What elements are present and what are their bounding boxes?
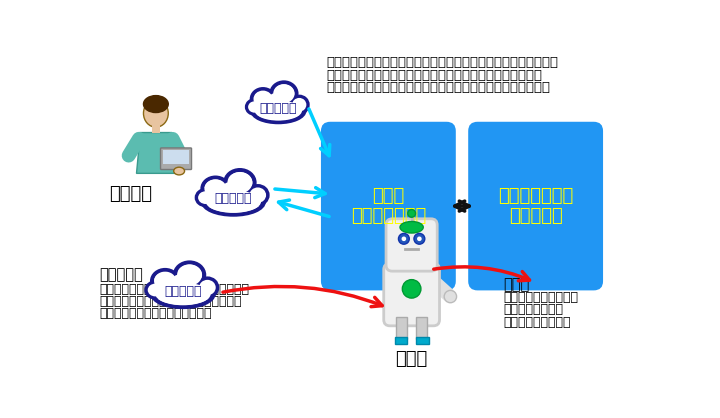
Circle shape: [408, 209, 415, 217]
Circle shape: [402, 280, 421, 298]
Ellipse shape: [400, 222, 423, 233]
Ellipse shape: [153, 281, 214, 307]
Ellipse shape: [197, 190, 215, 205]
Ellipse shape: [206, 190, 261, 213]
FancyBboxPatch shape: [321, 122, 456, 291]
Text: 予約サイト: 予約サイト: [260, 102, 297, 115]
Ellipse shape: [250, 187, 266, 203]
Ellipse shape: [146, 283, 164, 298]
Bar: [152, 125, 160, 133]
Text: などの作業も自動化: などの作業も自動化: [503, 316, 570, 329]
FancyArrowPatch shape: [129, 139, 139, 155]
Ellipse shape: [198, 191, 213, 204]
Text: サイト
コントローラー: サイト コントローラー: [351, 187, 426, 225]
Ellipse shape: [253, 91, 272, 107]
Ellipse shape: [148, 284, 163, 296]
Circle shape: [417, 237, 422, 241]
FancyBboxPatch shape: [384, 263, 439, 326]
Ellipse shape: [174, 167, 184, 175]
Ellipse shape: [154, 272, 176, 291]
Ellipse shape: [255, 100, 302, 121]
Ellipse shape: [252, 99, 305, 122]
Ellipse shape: [225, 170, 255, 195]
Ellipse shape: [291, 97, 307, 113]
Ellipse shape: [247, 100, 262, 114]
Ellipse shape: [266, 92, 287, 109]
Ellipse shape: [203, 189, 264, 214]
Ellipse shape: [202, 178, 228, 200]
Ellipse shape: [175, 263, 204, 288]
Ellipse shape: [221, 181, 242, 199]
Ellipse shape: [152, 270, 178, 292]
Text: ＲＰＡ: ＲＰＡ: [395, 350, 428, 368]
Ellipse shape: [248, 101, 261, 113]
Ellipse shape: [292, 98, 307, 112]
Ellipse shape: [177, 264, 202, 285]
Ellipse shape: [248, 186, 268, 204]
Text: 最新の予約情報を抽出しホテルシステムへ: 最新の予約情報を抽出しホテルシステムへ: [99, 295, 242, 308]
Text: システムで一元管理され、ホテルの施設管理システムである: システムで一元管理され、ホテルの施設管理システムである: [326, 69, 542, 82]
Text: お客さま: お客さま: [109, 185, 152, 203]
Ellipse shape: [143, 99, 168, 127]
Bar: [396, 317, 407, 339]
Text: ・仮ゲストの登録: ・仮ゲストの登録: [503, 303, 563, 316]
Bar: [163, 150, 189, 164]
Ellipse shape: [171, 274, 192, 291]
Circle shape: [444, 291, 456, 303]
Ellipse shape: [268, 93, 286, 108]
Ellipse shape: [273, 84, 294, 103]
Ellipse shape: [252, 89, 274, 109]
Text: ホテルシステム（ＰＭＳ）と連動する仕組みとなっています。: ホテルシステム（ＰＭＳ）と連動する仕組みとなっています。: [326, 81, 550, 94]
Circle shape: [402, 237, 406, 241]
Ellipse shape: [199, 280, 216, 295]
FancyBboxPatch shape: [468, 122, 603, 291]
Text: 登録する作業を自動化しました。: 登録する作業を自動化しました。: [99, 307, 212, 320]
Ellipse shape: [198, 278, 217, 296]
Text: 予約サイトからの宿泊予約は、サイトコントローラーと呼ばれる: 予約サイトからの宿泊予約は、サイトコントローラーと呼ばれる: [326, 56, 559, 69]
Bar: [416, 337, 428, 344]
Ellipse shape: [156, 283, 211, 305]
Circle shape: [398, 233, 409, 244]
Ellipse shape: [204, 179, 227, 198]
Ellipse shape: [169, 273, 194, 293]
Text: システム連携がされていない予約サイトから: システム連携がされていない予約サイトから: [99, 283, 249, 296]
Bar: [416, 317, 427, 339]
Text: 予約サイト: 予約サイト: [164, 285, 202, 298]
Text: 自動化の例: 自動化の例: [99, 267, 143, 282]
Ellipse shape: [143, 96, 168, 112]
Bar: [395, 337, 407, 344]
Text: ホテルシステム
（ＰＭＳ）: ホテルシステム （ＰＭＳ）: [498, 187, 573, 225]
Text: 予約サイト: 予約サイト: [215, 192, 252, 205]
Text: その他: その他: [503, 277, 529, 292]
Polygon shape: [137, 133, 175, 173]
Circle shape: [414, 233, 425, 244]
Ellipse shape: [228, 172, 252, 193]
FancyArrowPatch shape: [173, 139, 180, 154]
FancyArrowPatch shape: [436, 283, 449, 295]
Text: ・リピート顧客の検索: ・リピート顧客の検索: [503, 291, 578, 304]
FancyBboxPatch shape: [161, 148, 192, 170]
Ellipse shape: [271, 82, 297, 105]
Ellipse shape: [220, 180, 244, 200]
FancyBboxPatch shape: [386, 219, 437, 271]
